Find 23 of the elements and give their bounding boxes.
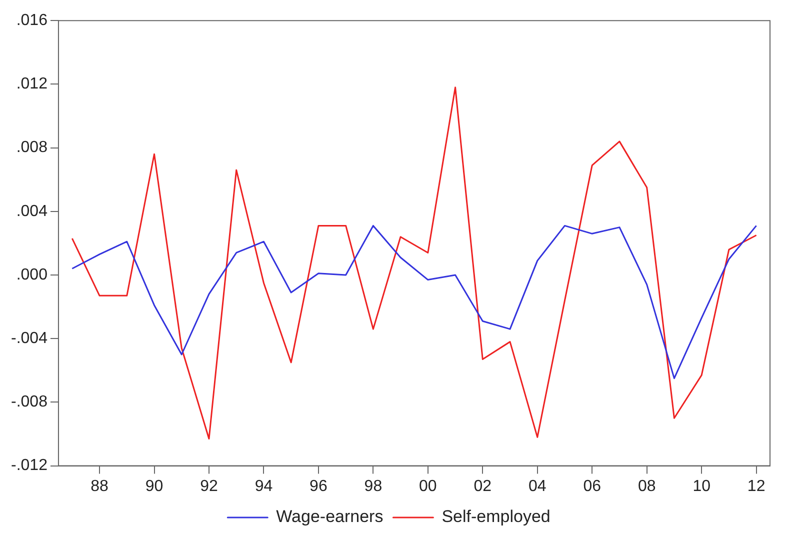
y-tick-label: .012	[16, 76, 48, 93]
x-tick-label: 12	[747, 478, 766, 495]
legend-label: Wage-earners	[276, 507, 384, 526]
x-tick-label: 02	[474, 478, 492, 495]
y-tick-label: .008	[16, 139, 48, 156]
x-tick-label: 94	[254, 478, 273, 495]
y-tick-label: -.012	[11, 457, 48, 474]
x-tick-label: 00	[419, 478, 437, 495]
x-tick-label: 10	[692, 478, 711, 495]
x-tick-label: 96	[310, 478, 328, 495]
y-tick-label: -.004	[11, 330, 48, 348]
x-tick-label: 88	[90, 478, 109, 495]
x-tick-label: 92	[200, 478, 218, 495]
y-tick-label: -.008	[11, 394, 48, 411]
y-tick-label: .000	[16, 266, 48, 284]
x-tick-label: 90	[145, 478, 164, 495]
y-tick-label: .016	[16, 12, 48, 30]
x-tick-label: 08	[638, 478, 656, 495]
x-tick-label: 06	[583, 478, 602, 495]
x-tick-label: 98	[364, 478, 382, 495]
legend-label: Self-employed	[442, 507, 550, 526]
x-tick-label: 04	[528, 478, 546, 495]
y-tick-label: .004	[16, 202, 48, 220]
